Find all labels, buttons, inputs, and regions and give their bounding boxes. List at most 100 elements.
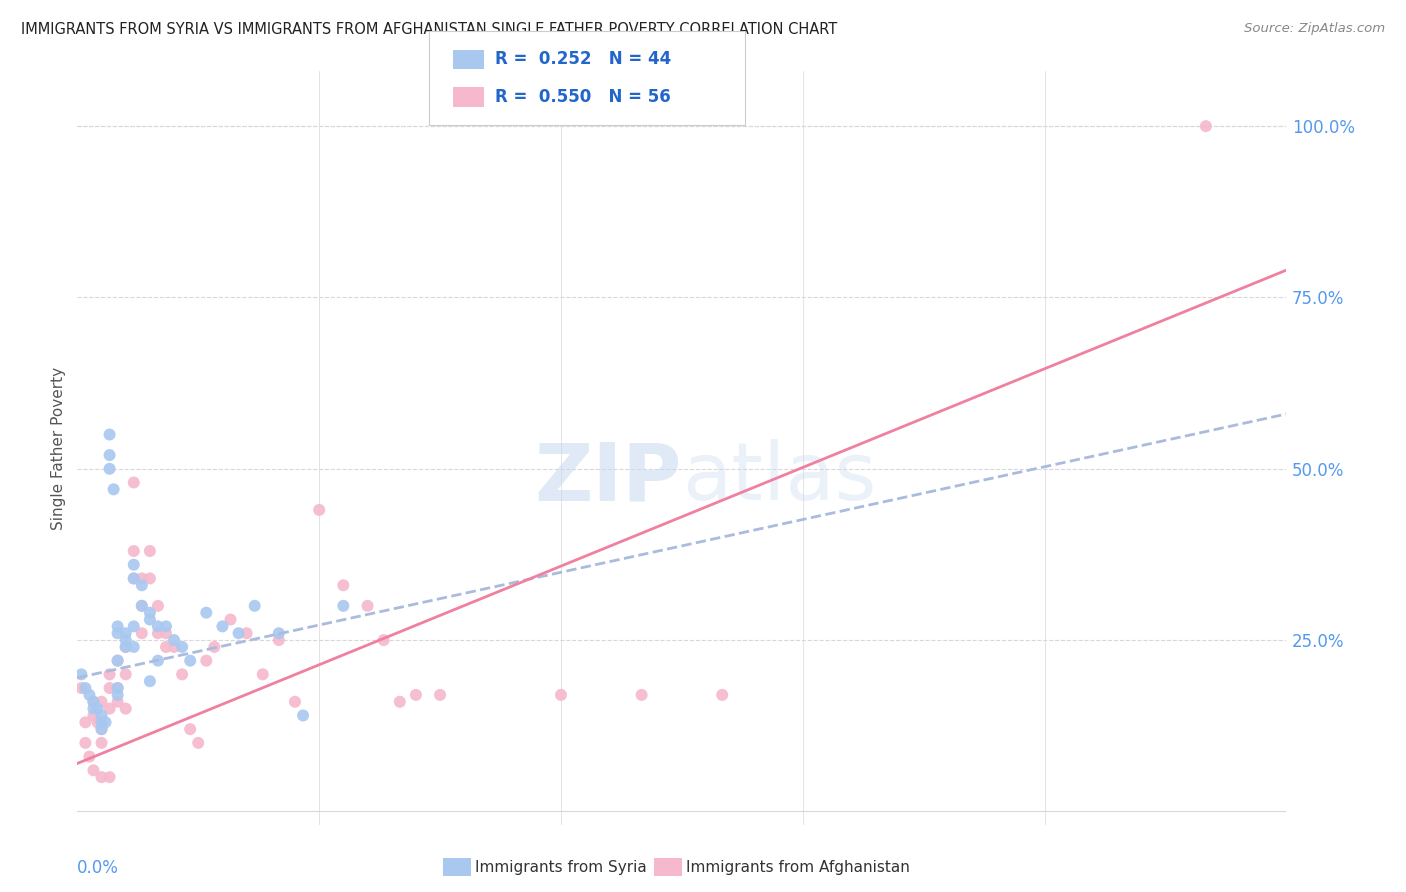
Point xyxy=(155,619,177,633)
Point xyxy=(82,708,104,723)
Point xyxy=(1195,119,1218,133)
Point xyxy=(98,770,121,784)
Point xyxy=(373,633,395,648)
Point xyxy=(163,633,186,648)
Point xyxy=(131,599,153,613)
Point xyxy=(107,619,129,633)
Point xyxy=(114,626,136,640)
Point xyxy=(107,654,129,668)
Point xyxy=(146,654,169,668)
Point xyxy=(114,667,136,681)
Point xyxy=(179,654,201,668)
Text: ZIP: ZIP xyxy=(534,440,682,517)
Point xyxy=(103,483,125,497)
Point xyxy=(75,715,97,730)
Point xyxy=(179,722,201,736)
Point xyxy=(107,681,129,695)
Point xyxy=(292,708,315,723)
Point xyxy=(122,571,145,585)
Point xyxy=(98,667,121,681)
Point xyxy=(308,503,330,517)
Point xyxy=(122,619,145,633)
Point xyxy=(86,715,108,730)
Point xyxy=(550,688,572,702)
Point xyxy=(211,619,233,633)
Point xyxy=(79,688,101,702)
Point xyxy=(139,544,162,558)
Point xyxy=(82,695,104,709)
Text: R =  0.252   N = 44: R = 0.252 N = 44 xyxy=(495,51,671,69)
Point xyxy=(122,571,145,585)
Point xyxy=(82,695,104,709)
Point xyxy=(98,427,121,442)
Point xyxy=(82,701,104,715)
Point xyxy=(252,667,274,681)
Point xyxy=(243,599,266,613)
Point xyxy=(122,640,145,654)
Point xyxy=(131,599,153,613)
Point xyxy=(98,462,121,476)
Point xyxy=(202,640,225,654)
Point xyxy=(90,770,112,784)
Text: IMMIGRANTS FROM SYRIA VS IMMIGRANTS FROM AFGHANISTAN SINGLE FATHER POVERTY CORRE: IMMIGRANTS FROM SYRIA VS IMMIGRANTS FROM… xyxy=(21,22,838,37)
Text: Source: ZipAtlas.com: Source: ZipAtlas.com xyxy=(1244,22,1385,36)
Point xyxy=(90,736,112,750)
Point xyxy=(219,613,242,627)
Point xyxy=(235,626,257,640)
Point xyxy=(70,681,93,695)
Point xyxy=(122,544,145,558)
Point xyxy=(172,667,194,681)
Point xyxy=(388,695,411,709)
Point xyxy=(90,695,112,709)
Text: 0.0%: 0.0% xyxy=(77,859,120,877)
Point xyxy=(284,695,307,709)
Point xyxy=(98,681,121,695)
Point xyxy=(139,674,162,689)
Point xyxy=(405,688,427,702)
Point xyxy=(98,448,121,462)
Point xyxy=(90,715,112,730)
Point xyxy=(114,640,136,654)
Point xyxy=(107,695,129,709)
Point xyxy=(86,701,108,715)
Y-axis label: Single Father Poverty: Single Father Poverty xyxy=(51,367,66,530)
Point xyxy=(131,571,153,585)
Point xyxy=(70,667,93,681)
Point xyxy=(94,715,117,730)
Point xyxy=(146,599,169,613)
Point xyxy=(139,571,162,585)
Point xyxy=(163,640,186,654)
Point xyxy=(630,688,652,702)
Point xyxy=(107,654,129,668)
Text: atlas: atlas xyxy=(682,440,876,517)
Point xyxy=(122,558,145,572)
Point xyxy=(131,578,153,592)
Point xyxy=(155,640,177,654)
Point xyxy=(107,626,129,640)
Point xyxy=(228,626,250,640)
Point xyxy=(122,475,145,490)
Point xyxy=(172,640,194,654)
Text: Immigrants from Syria: Immigrants from Syria xyxy=(475,860,647,874)
Point xyxy=(90,722,112,736)
Point xyxy=(82,764,104,778)
Point xyxy=(146,626,169,640)
Point xyxy=(75,681,97,695)
Point xyxy=(90,722,112,736)
Point xyxy=(356,599,378,613)
Point xyxy=(267,626,290,640)
Point xyxy=(114,633,136,648)
Point xyxy=(114,640,136,654)
Point xyxy=(98,701,121,715)
Point xyxy=(711,688,734,702)
Point xyxy=(155,626,177,640)
Point xyxy=(195,654,218,668)
Point xyxy=(146,619,169,633)
Point xyxy=(90,708,112,723)
Point xyxy=(332,578,354,592)
Point xyxy=(332,599,354,613)
Point xyxy=(107,681,129,695)
Point xyxy=(114,701,136,715)
Text: Immigrants from Afghanistan: Immigrants from Afghanistan xyxy=(686,860,910,874)
Text: R =  0.550   N = 56: R = 0.550 N = 56 xyxy=(495,87,671,105)
